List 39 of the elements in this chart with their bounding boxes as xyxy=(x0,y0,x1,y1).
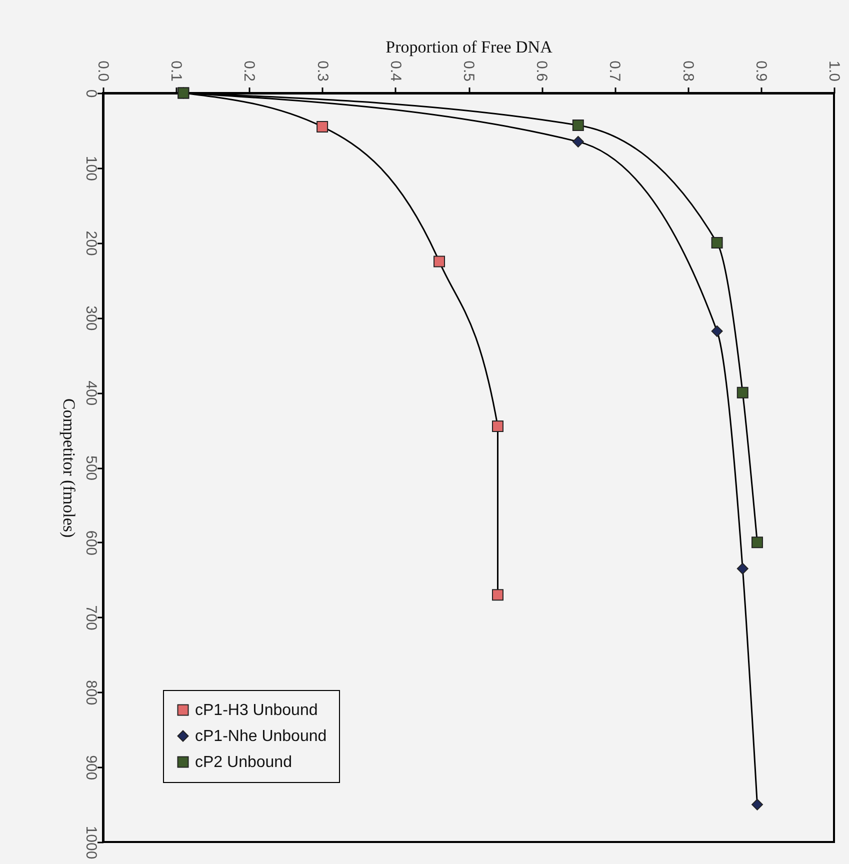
y-tick-label: 100 xyxy=(82,156,100,181)
point xyxy=(492,420,504,432)
x-tick-label: 0.1 xyxy=(168,60,185,82)
y-tick-label: 400 xyxy=(82,380,100,406)
legend-label: cP2 Unbound xyxy=(195,754,292,771)
y-tick-label: 900 xyxy=(82,755,100,780)
x-tick-label: 1.0 xyxy=(826,60,842,82)
y-axis-title: Competitor (fmoles) xyxy=(60,398,78,538)
point xyxy=(752,536,763,548)
point xyxy=(434,256,446,268)
point xyxy=(572,136,584,148)
x-tick-label: 0.3 xyxy=(314,60,331,82)
legend-label: cP1-Nhe Unbound xyxy=(195,728,327,745)
x-tick-label: 0.2 xyxy=(240,60,258,82)
y-tick-label: 700 xyxy=(82,605,100,630)
x-axis-title: Proportion of Free DNA xyxy=(386,38,554,57)
y-tick-label: 200 xyxy=(82,230,100,256)
point xyxy=(736,386,748,398)
x-tick-label: 0.0 xyxy=(94,60,112,82)
y-tick-label: 800 xyxy=(82,680,100,706)
x-tick-label: 0.4 xyxy=(386,60,404,82)
legend-label: cP1-H3 Unbound xyxy=(195,702,318,719)
y-tick-label: 600 xyxy=(82,530,100,556)
y-tick-label: 500 xyxy=(82,455,100,481)
x-tick-label: 0.5 xyxy=(460,60,477,82)
point xyxy=(736,562,748,574)
point xyxy=(711,237,723,249)
point xyxy=(316,120,328,132)
x-tick-label: 0.9 xyxy=(752,60,770,82)
point xyxy=(752,798,763,810)
x-tick-label: 0.7 xyxy=(606,60,624,82)
y-tick-label: 1000 xyxy=(82,826,100,860)
point xyxy=(572,119,584,131)
x-tick-label: 0.6 xyxy=(533,60,550,82)
x-tick-label: 0.8 xyxy=(679,60,696,82)
point xyxy=(492,589,504,601)
y-tick-label: 0 xyxy=(82,89,100,98)
point xyxy=(711,325,723,337)
y-tick-label: 300 xyxy=(82,306,100,331)
